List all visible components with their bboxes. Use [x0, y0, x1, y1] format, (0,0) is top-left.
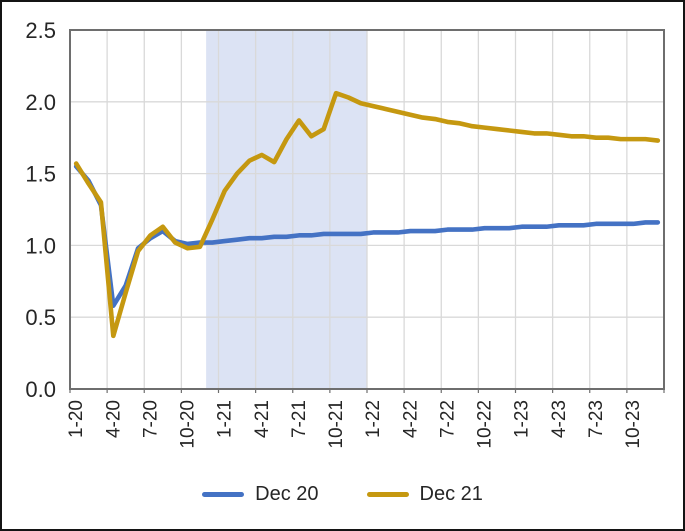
- x-axis-label: 10-21: [326, 400, 347, 449]
- x-axis-label: 1-21: [215, 400, 236, 438]
- x-axis-label: 4-20: [103, 400, 124, 438]
- x-axis-label: 1-20: [66, 400, 87, 438]
- y-axis-label: 2.5: [25, 18, 56, 43]
- x-axis-label: 7-22: [437, 400, 458, 438]
- legend-swatch-dec-20: [202, 492, 245, 497]
- x-axis-label: 7-21: [289, 400, 310, 438]
- legend-swatch-dec-21: [366, 492, 409, 497]
- y-axis-label: 0.5: [25, 305, 56, 330]
- y-axis-label: 1.0: [25, 233, 56, 258]
- y-axis-label: 2.0: [25, 90, 56, 115]
- x-axis-label: 1-23: [512, 400, 533, 438]
- shaded-region: [206, 30, 367, 389]
- y-axis-label: 1.5: [25, 162, 56, 187]
- y-axis-label: 0.0: [25, 377, 56, 402]
- x-axis-label: 10-20: [178, 400, 199, 449]
- x-axis-label: 4-22: [400, 400, 421, 438]
- x-axis-label: 4-23: [549, 400, 570, 438]
- x-axis-label: 7-23: [586, 400, 607, 438]
- legend-label-dec-21: Dec 21: [419, 483, 483, 505]
- x-axis-label: 10-23: [623, 400, 644, 449]
- legend-item-dec-20: Dec 20: [202, 483, 319, 506]
- chart-legend: Dec 20 Dec 21: [2, 483, 683, 506]
- x-axis-label: 7-20: [140, 400, 161, 438]
- series-line-dec-21: [73, 90, 661, 339]
- x-axis-label: 1-22: [363, 400, 384, 438]
- x-axis-label: 10-22: [475, 400, 496, 449]
- legend-item-dec-21: Dec 21: [366, 483, 483, 506]
- legend-label-dec-20: Dec 20: [255, 483, 319, 505]
- x-axis-label: 4-21: [252, 400, 273, 438]
